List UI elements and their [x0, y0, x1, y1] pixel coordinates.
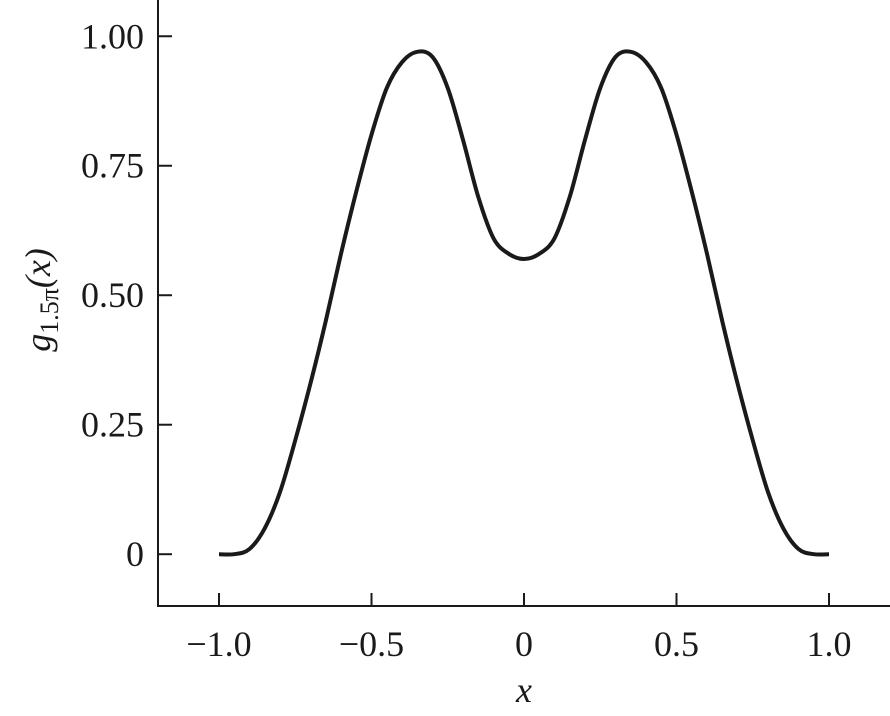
- x-tick-label: 0.5: [654, 624, 699, 664]
- x-tick-label: −1.0: [186, 624, 251, 664]
- curve: [218, 49, 830, 557]
- y-tick-label: 0.75: [81, 146, 144, 186]
- x-tick-label: −0.5: [339, 624, 404, 664]
- x-tick-label: 0: [515, 624, 533, 664]
- y-axis-label: g1.5π(x): [18, 248, 64, 352]
- y-label-main: g: [18, 334, 58, 352]
- y-tick-label: 0.50: [81, 275, 144, 315]
- x-axis-label: x: [515, 670, 532, 710]
- y-tick-label: 0: [126, 534, 144, 574]
- y-tick-label: 0.25: [81, 405, 144, 445]
- y-tick-label: 1.00: [81, 16, 144, 56]
- y-label-sub: 1.5π: [35, 288, 64, 334]
- y-label-tail: (x): [18, 248, 58, 288]
- x-tick-label: 1.0: [807, 624, 852, 664]
